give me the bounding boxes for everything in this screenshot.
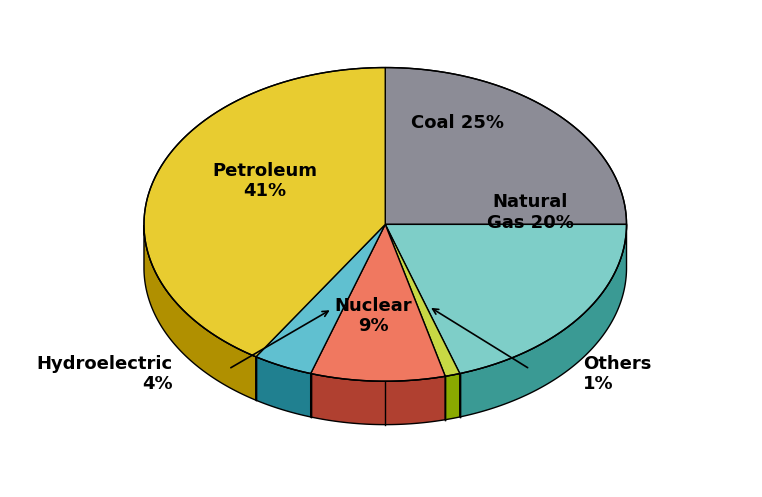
Polygon shape bbox=[144, 225, 256, 400]
Polygon shape bbox=[256, 224, 386, 374]
Text: Natural
Gas 20%: Natural Gas 20% bbox=[487, 193, 574, 232]
Polygon shape bbox=[144, 68, 386, 357]
Polygon shape bbox=[256, 357, 311, 417]
Polygon shape bbox=[386, 68, 626, 224]
Polygon shape bbox=[311, 374, 445, 424]
Text: Hydroelectric
4%: Hydroelectric 4% bbox=[37, 354, 173, 393]
Text: Nuclear
9%: Nuclear 9% bbox=[335, 297, 412, 335]
Text: Petroleum
41%: Petroleum 41% bbox=[212, 162, 317, 200]
Polygon shape bbox=[386, 224, 459, 376]
Polygon shape bbox=[386, 224, 626, 374]
Text: Coal 25%: Coal 25% bbox=[411, 114, 504, 132]
Text: Others
1%: Others 1% bbox=[583, 354, 652, 393]
Polygon shape bbox=[459, 225, 626, 417]
Polygon shape bbox=[311, 224, 445, 381]
Polygon shape bbox=[445, 374, 459, 419]
